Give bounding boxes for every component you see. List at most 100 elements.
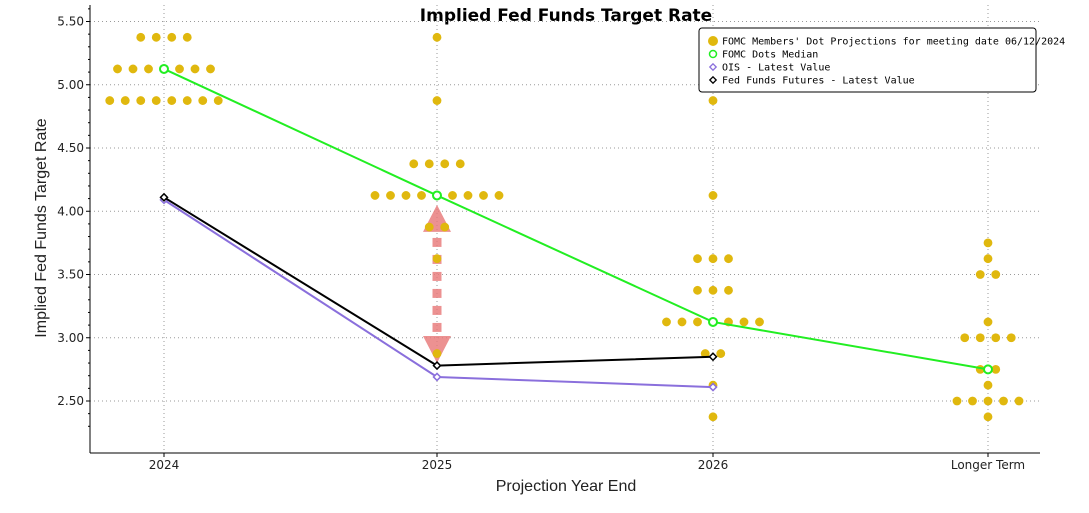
- dot-projection: [708, 254, 718, 264]
- dot-projection: [983, 380, 993, 390]
- dot-projection: [708, 285, 718, 295]
- dot-projection: [105, 96, 115, 105]
- futures-marker: [708, 352, 718, 362]
- dot-projection: [999, 396, 1008, 406]
- dot-projection: [424, 222, 434, 232]
- chart-title: Implied Fed Funds Target Rate: [420, 6, 712, 26]
- dot-projection: [386, 191, 395, 200]
- x-axis-label: Projection Year End: [496, 478, 637, 495]
- dot-projection: [693, 317, 702, 327]
- futures-marker: [432, 361, 442, 371]
- dot-projection: [424, 159, 434, 169]
- x-tick-label: 2025: [422, 458, 453, 472]
- y-tick-label: 5.00: [57, 78, 84, 92]
- legend-label: Fed Funds Futures - Latest Value: [722, 76, 915, 87]
- lines-layer: [159, 63, 993, 392]
- dot-projection: [1014, 396, 1024, 406]
- legend-label: OIS - Latest Value: [722, 63, 830, 74]
- dot-projection: [136, 32, 146, 42]
- dot-projection: [432, 96, 442, 105]
- ois-marker: [432, 372, 442, 382]
- dot-projection: [677, 317, 687, 327]
- x-tick-label: 2024: [149, 458, 180, 472]
- arrow-dash: [432, 288, 442, 298]
- arrow-dash: [432, 305, 442, 315]
- dot-projection: [206, 64, 215, 74]
- dot-projection: [983, 317, 993, 327]
- dot-projection: [693, 254, 702, 264]
- y-tick-label: 5.50: [57, 15, 84, 29]
- y-tick-labels: 2.50 3.00 3.50 4.00 4.50 5.00 5.50: [57, 15, 84, 409]
- dot-projection: [463, 191, 473, 200]
- dot-projection: [724, 285, 733, 295]
- arrow-dash: [432, 271, 442, 281]
- y-axis-label: Implied Fed Funds Target Rate: [33, 118, 50, 337]
- dot-projection: [432, 32, 442, 42]
- dot-projection: [455, 159, 465, 169]
- median-marker: [432, 190, 442, 201]
- dot-projection: [417, 191, 426, 200]
- dot-projection: [479, 191, 488, 200]
- dot-projection: [432, 254, 442, 264]
- dot-projection: [182, 96, 192, 105]
- dot-projection: [113, 64, 122, 74]
- median-marker: [159, 63, 169, 74]
- x-tick-labels: 2024 2025 2026 Longer Term: [149, 458, 1025, 472]
- legend-label: FOMC Dots Median: [722, 50, 818, 61]
- x-tick-label: 2026: [698, 458, 729, 472]
- dot-projection: [440, 222, 450, 232]
- dot-projection: [432, 349, 442, 358]
- legend-label: FOMC Members' Dot Projections for meetin…: [722, 37, 1065, 48]
- dot-projection: [983, 396, 993, 406]
- futures-marker: [159, 192, 169, 202]
- dot-projection: [739, 317, 749, 327]
- dot-projection: [693, 285, 702, 295]
- ois-marker: [708, 382, 718, 392]
- dot-projection: [983, 238, 993, 248]
- dot-projection: [151, 32, 161, 42]
- dot-projection: [167, 32, 177, 42]
- dot-projection: [182, 32, 192, 42]
- dot-projection: [409, 159, 419, 169]
- dot-projection: [1006, 333, 1016, 343]
- dot-projection: [370, 191, 380, 200]
- dot-projection: [975, 333, 985, 343]
- dot-projection: [960, 333, 970, 343]
- dot-projection: [175, 64, 184, 74]
- dot-projection: [144, 64, 153, 74]
- dot-projection: [716, 349, 726, 358]
- dot-projection: [700, 349, 710, 358]
- y-tick-label: 2.50: [57, 394, 84, 408]
- arrow-dash: [432, 237, 442, 247]
- dot-projection: [167, 96, 177, 105]
- legend-box: [698, 27, 1037, 93]
- y-tick-label: 3.50: [57, 268, 84, 282]
- legend-circle-icon: [708, 49, 718, 59]
- legend-diamond-icon: [708, 75, 718, 85]
- dot-projection: [662, 317, 671, 327]
- dot-projection: [190, 64, 200, 74]
- legend-diamond-icon: [708, 62, 718, 72]
- dots-layer: [105, 32, 1024, 422]
- dot-projection: [120, 96, 130, 105]
- dot-projection: [991, 270, 1001, 279]
- x-tick-label: Longer Term: [951, 458, 1025, 472]
- dot-projection: [198, 96, 208, 105]
- arrow-dash: [432, 322, 442, 332]
- dot-projection: [708, 191, 718, 200]
- dot-projection: [975, 270, 985, 279]
- legend-dot-icon: [708, 36, 718, 46]
- dot-projection: [213, 96, 223, 105]
- dot-projection: [755, 317, 764, 327]
- dot-projection: [952, 396, 962, 406]
- dot-projection: [401, 191, 411, 200]
- axes: [86, 5, 1040, 457]
- median-marker: [708, 316, 718, 327]
- dot-projection: [708, 412, 718, 422]
- median-marker: [983, 364, 993, 375]
- dot-projection: [983, 254, 993, 264]
- dot-projection: [440, 159, 450, 169]
- dot-projection: [708, 96, 718, 105]
- dot-projection: [448, 191, 457, 200]
